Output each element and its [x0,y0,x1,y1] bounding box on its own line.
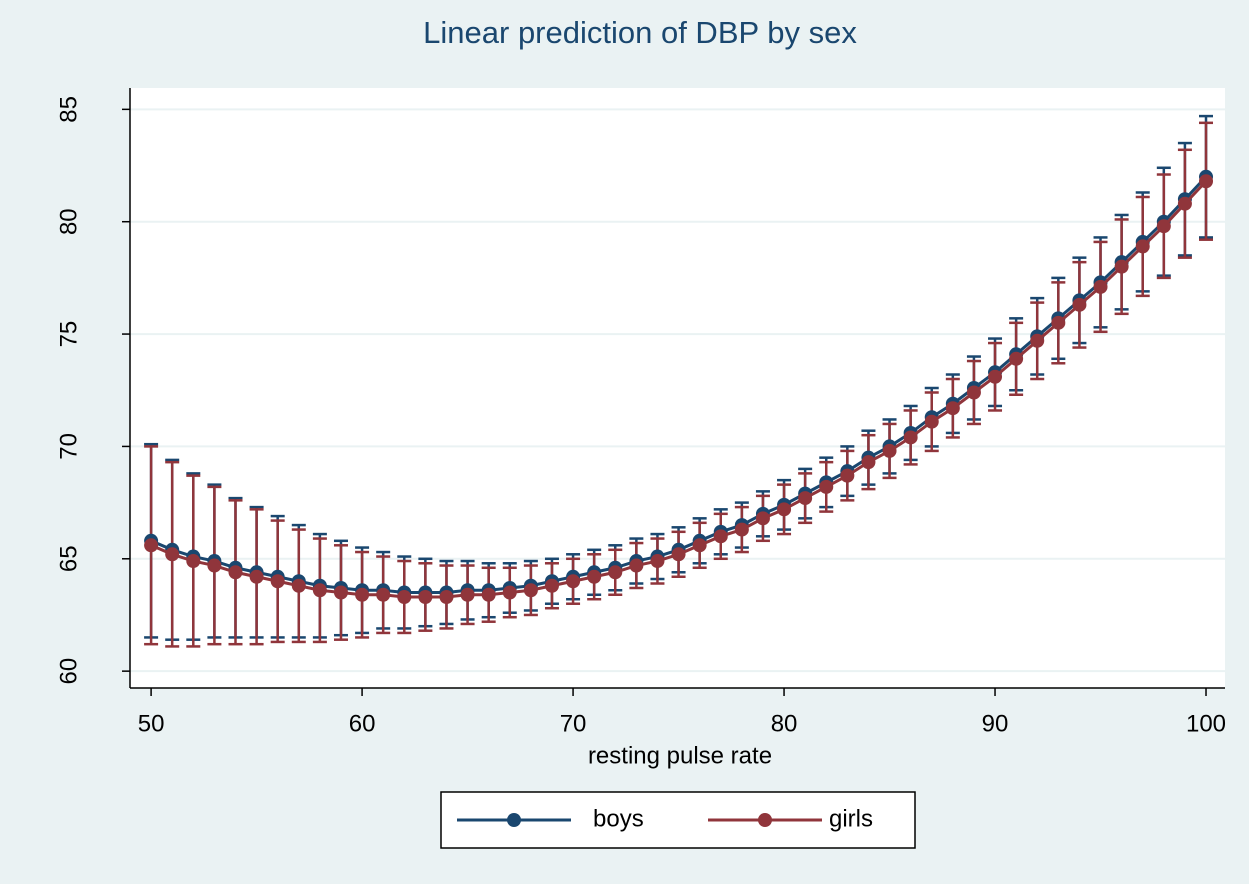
point [312,583,327,598]
point [1030,333,1045,348]
point [186,554,201,569]
point [777,502,792,517]
point [228,565,243,580]
y-tick-label: 85 [55,96,82,123]
x-tick-label: 100 [1186,710,1226,737]
point [924,414,939,429]
point [840,468,855,483]
point [249,569,264,584]
x-tick-label: 60 [349,710,376,737]
chart-title: Linear prediction of DBP by sex [423,15,857,50]
point [587,569,602,584]
point [376,587,391,602]
point [333,585,348,600]
point [861,455,876,470]
point [671,547,686,562]
point [355,587,370,602]
point [1177,196,1192,211]
x-tick-label: 50 [138,710,165,737]
point [755,511,770,526]
point [439,589,454,604]
point [798,491,813,506]
point [734,522,749,537]
legend-label: boys [593,805,644,832]
y-tick-label: 60 [55,658,82,685]
point [460,587,475,602]
point [1051,315,1066,330]
point [481,587,496,602]
point [291,578,306,593]
point [608,565,623,580]
point [566,574,581,589]
point [1156,219,1171,234]
point [270,574,285,589]
x-tick-label: 80 [771,710,798,737]
point [165,547,180,562]
plot-area [130,88,1225,688]
point [882,443,897,458]
point [629,558,644,573]
point [1114,259,1129,274]
point [988,369,1003,384]
y-tick-label: 75 [55,321,82,348]
y-tick-label: 70 [55,433,82,460]
point [650,554,665,569]
point [692,538,707,553]
point [903,430,918,445]
point [418,589,433,604]
point [966,385,981,400]
point [502,585,517,600]
point [1009,351,1024,366]
y-tick-label: 80 [55,208,82,235]
point [207,558,222,573]
point [1135,239,1150,254]
point [523,583,538,598]
x-tick-label: 90 [982,710,1009,737]
point [1093,279,1108,294]
point [713,529,728,544]
x-tick-label: 70 [560,710,587,737]
point [144,538,159,553]
point [397,589,412,604]
legend-label: girls [829,805,873,832]
legend-marker [758,813,772,827]
point [544,578,559,593]
legend-marker [507,813,521,827]
point [1199,174,1214,189]
point [819,479,834,494]
y-tick-label: 65 [55,545,82,572]
point [1072,297,1087,312]
x-axis-label: resting pulse rate [588,742,772,769]
point [945,401,960,416]
